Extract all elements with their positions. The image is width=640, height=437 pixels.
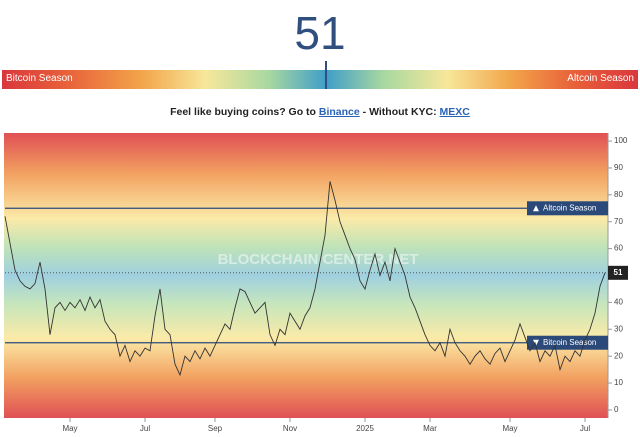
watermark: BLOCKCHAIN CENTER.NET xyxy=(218,251,419,268)
reference-icon xyxy=(533,205,539,212)
x-tick-label: Sep xyxy=(208,424,223,433)
y-tick-label: 80 xyxy=(614,190,623,199)
binance-link[interactable]: Binance xyxy=(318,106,360,118)
mexc-link[interactable]: MEXC xyxy=(439,106,470,118)
x-tick-label: Mar xyxy=(423,424,437,433)
x-tick-label: 2025 xyxy=(356,424,374,433)
y-tick-label: 0 xyxy=(614,405,619,414)
reference-label-box xyxy=(527,201,608,216)
index-value: 51 xyxy=(294,7,346,59)
gauge-bar: Bitcoin Season Altcoin Season xyxy=(2,61,638,89)
reference-value: 25 xyxy=(613,338,622,347)
gauge-left-label: Bitcoin Season xyxy=(6,73,73,84)
y-tick-label: 100 xyxy=(614,136,628,145)
y-tick-label: 70 xyxy=(614,217,623,226)
x-tick-label: Jul xyxy=(580,424,590,433)
y-tick-label: 20 xyxy=(614,351,623,360)
reference-label-box xyxy=(527,335,608,350)
y-tick-label: 40 xyxy=(614,297,623,306)
reference-value: 75 xyxy=(613,203,622,212)
x-tick-label: May xyxy=(62,424,77,433)
y-tick-label: 60 xyxy=(614,244,623,253)
promo-middle: - Without KYC: xyxy=(362,106,437,118)
reference-label: Altcoin Season xyxy=(543,203,596,212)
x-tick-label: May xyxy=(502,424,517,433)
plot-background xyxy=(4,133,608,418)
promo-text: Feel like buying coins? Go to xyxy=(170,106,316,118)
current-value: 51 xyxy=(614,268,623,277)
gauge-marker xyxy=(325,61,328,89)
reference-icon xyxy=(533,339,539,346)
current-badge xyxy=(608,265,628,280)
y-tick-label: 30 xyxy=(614,324,623,333)
gauge-right-label: Altcoin Season xyxy=(567,73,634,84)
promo-line: Feel like buying coins? Go to Binance - … xyxy=(0,106,640,118)
x-tick-label: Nov xyxy=(283,424,297,433)
series-line xyxy=(4,181,606,377)
x-tick-label: Jul xyxy=(140,424,150,433)
y-tick-label: 10 xyxy=(614,378,623,387)
y-tick-label: 90 xyxy=(614,163,623,172)
reference-label: Bitcoin Season xyxy=(543,338,596,347)
